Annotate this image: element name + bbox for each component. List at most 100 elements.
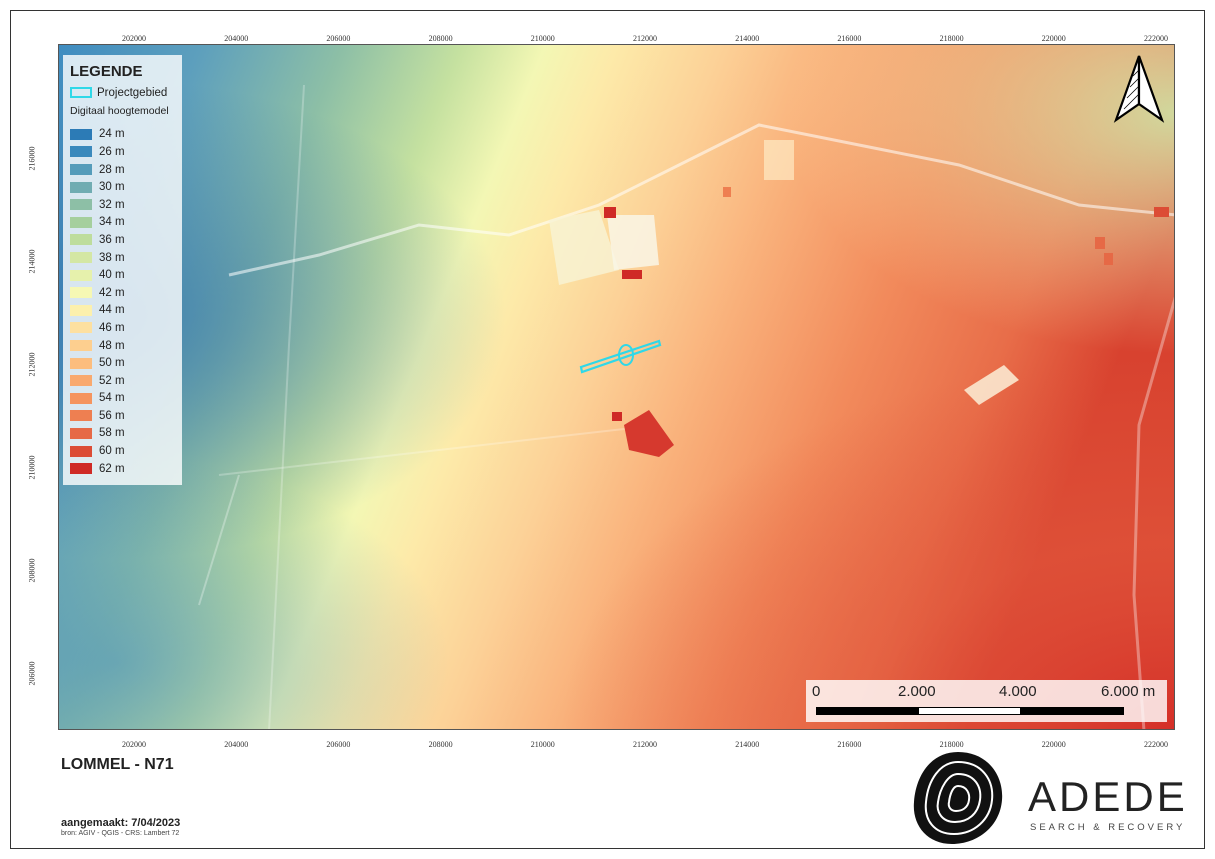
high-mound (622, 270, 642, 279)
x-coordinate-tick: 214000 (735, 34, 760, 43)
map-frame (10, 10, 1205, 849)
legend-project-row: Projectgebied (68, 84, 177, 102)
legend-class-label: 38 m (99, 251, 125, 264)
legend-swatch (70, 445, 92, 457)
legend-swatch (70, 357, 92, 369)
legend-swatch (70, 392, 92, 404)
x-coordinate-tick: 222000 (1144, 34, 1168, 43)
legend-title: LEGENDE (70, 63, 143, 80)
legend-project-label: Projectgebied (97, 86, 168, 99)
legend-class-label: 46 m (99, 321, 125, 334)
x-coordinate-tick: 208000 (428, 34, 453, 43)
legend-class-row: 36 m (68, 231, 177, 249)
scale-label-0: 0 (812, 683, 821, 700)
y-coordinate-tick: 206000 (27, 661, 37, 686)
x-coordinate-tick: 202000 (122, 34, 146, 43)
legend-class-label: 60 m (99, 445, 125, 458)
legend-class-row: 58 m (68, 425, 177, 443)
legend-swatch (70, 427, 92, 439)
x-coordinate-tick: 218000 (939, 740, 964, 749)
legend-swatch (70, 269, 92, 281)
y-coordinate-tick: 212000 (27, 352, 37, 377)
plateau-area (549, 210, 619, 285)
scale-label-4000: 4.000 (999, 683, 1037, 700)
legend-swatch (70, 216, 92, 228)
scale-segment (1020, 707, 1124, 715)
elevation-map[interactable] (58, 44, 1175, 730)
x-coordinate-tick: 216000 (837, 34, 862, 43)
legend-class-row: 50 m (68, 354, 177, 372)
x-coordinate-tick: 206000 (326, 34, 351, 43)
source-credit: bron: AGIV - QGIS - CRS: Lambert 72 (61, 830, 180, 837)
x-coordinate-tick: 210000 (530, 34, 555, 43)
scale-label-6000: 6.000 m (1101, 683, 1156, 700)
legend-swatch (70, 340, 92, 352)
legend-swatch (70, 164, 92, 176)
legend-class-label: 52 m (99, 374, 125, 387)
legend-class-row: 38 m (68, 249, 177, 267)
legend-swatch (70, 463, 92, 475)
creation-date: aangemaakt: 7/04/2023 (61, 817, 181, 829)
legend-class-row: 26 m (68, 143, 177, 161)
legend-class-label: 50 m (99, 357, 125, 370)
legend-class-row: 28 m (68, 161, 177, 179)
legend-class-label: 24 m (99, 128, 125, 141)
adede-logo-icon (913, 752, 1003, 844)
legend-class-label: 28 m (99, 163, 125, 176)
x-coordinate-tick: 208000 (428, 740, 453, 749)
legend-class-label: 56 m (99, 409, 125, 422)
legend-class-row: 48 m (68, 337, 177, 355)
legend-swatch (70, 181, 92, 193)
road-line (218, 424, 660, 476)
project-area (579, 339, 662, 374)
x-coordinate-tick: 216000 (837, 740, 862, 749)
high-mound (612, 412, 622, 421)
legend-class-label: 26 m (99, 145, 125, 158)
plateau-area (607, 215, 659, 270)
plateau-area (764, 140, 794, 180)
legend-classes: 24 m 26 m 28 m 30 m 32 m 34 m 36 m 38 m 40 m 42 m… (68, 126, 177, 478)
legend-swatch (70, 322, 92, 334)
legend-swatch (70, 410, 92, 422)
legend-class-row: 54 m (68, 390, 177, 408)
x-coordinate-tick: 220000 (1041, 740, 1066, 749)
legend-class-row: 30 m (68, 178, 177, 196)
x-coordinate-tick: 204000 (224, 740, 249, 749)
x-coordinate-tick: 206000 (326, 740, 351, 749)
x-coordinate-tick: 212000 (633, 740, 657, 749)
x-coordinate-tick: 202000 (122, 740, 146, 749)
brand-tagline: SEARCH & RECOVERY (1030, 822, 1186, 833)
legend-swatch (70, 234, 92, 246)
y-coordinate-tick: 208000 (27, 558, 37, 583)
legend-swatch (70, 287, 92, 299)
north-arrow-icon (1113, 55, 1165, 123)
legend-class-row: 24 m (68, 126, 177, 144)
legend-class-row: 62 m (68, 460, 177, 478)
scale-segment (816, 707, 919, 715)
x-coordinate-tick: 204000 (224, 34, 249, 43)
road-line (198, 474, 240, 606)
y-coordinate-tick: 216000 (27, 146, 37, 171)
scale-segment (918, 707, 1021, 715)
x-coordinate-tick: 220000 (1041, 34, 1066, 43)
elevation-raster (59, 45, 1174, 729)
high-mound (624, 410, 674, 457)
plateau-area (964, 365, 1019, 405)
legend-class-label: 58 m (99, 427, 125, 440)
scale-label-2000: 2.000 (898, 683, 936, 700)
road-line (1132, 296, 1174, 729)
legend-class-row: 60 m (68, 442, 177, 460)
x-coordinate-tick: 222000 (1144, 740, 1168, 749)
high-mound (723, 187, 731, 197)
x-coordinate-tick: 212000 (633, 34, 657, 43)
x-coordinate-tick: 214000 (735, 740, 760, 749)
legend-class-row: 40 m (68, 266, 177, 284)
x-coordinate-tick: 210000 (530, 740, 555, 749)
legend-swatch (70, 199, 92, 211)
legend-class-label: 30 m (99, 181, 125, 194)
road-line (268, 84, 305, 729)
project-area-swatch (70, 87, 92, 99)
legend-swatch (70, 146, 92, 158)
legend-class-row: 56 m (68, 407, 177, 425)
legend-class-row: 42 m (68, 284, 177, 302)
